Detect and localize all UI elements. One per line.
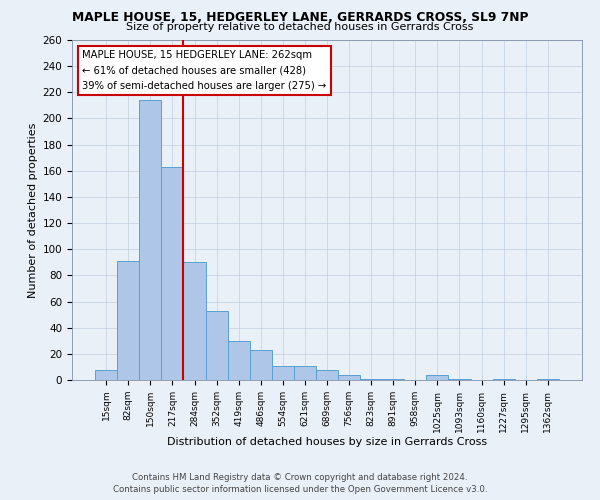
Y-axis label: Number of detached properties: Number of detached properties <box>28 122 38 298</box>
Text: MAPLE HOUSE, 15, HEDGERLEY LANE, GERRARDS CROSS, SL9 7NP: MAPLE HOUSE, 15, HEDGERLEY LANE, GERRARD… <box>72 11 528 24</box>
Bar <box>117 261 139 380</box>
Text: MAPLE HOUSE, 15 HEDGERLEY LANE: 262sqm
← 61% of detached houses are smaller (428: MAPLE HOUSE, 15 HEDGERLEY LANE: 262sqm ←… <box>82 50 326 90</box>
Bar <box>227 341 250 380</box>
Bar <box>250 350 272 380</box>
Bar <box>537 378 559 380</box>
Bar <box>184 262 206 380</box>
Bar <box>294 366 316 380</box>
Bar <box>493 378 515 380</box>
Bar <box>161 167 184 380</box>
Text: Contains HM Land Registry data © Crown copyright and database right 2024.
Contai: Contains HM Land Registry data © Crown c… <box>113 472 487 494</box>
Bar <box>360 378 382 380</box>
Bar <box>139 100 161 380</box>
Bar <box>272 366 294 380</box>
Bar <box>206 310 227 380</box>
Bar <box>338 375 360 380</box>
Text: Size of property relative to detached houses in Gerrards Cross: Size of property relative to detached ho… <box>127 22 473 32</box>
Bar <box>427 375 448 380</box>
X-axis label: Distribution of detached houses by size in Gerrards Cross: Distribution of detached houses by size … <box>167 438 487 448</box>
Bar <box>448 378 470 380</box>
Bar <box>95 370 117 380</box>
Bar <box>382 378 404 380</box>
Bar <box>316 370 338 380</box>
